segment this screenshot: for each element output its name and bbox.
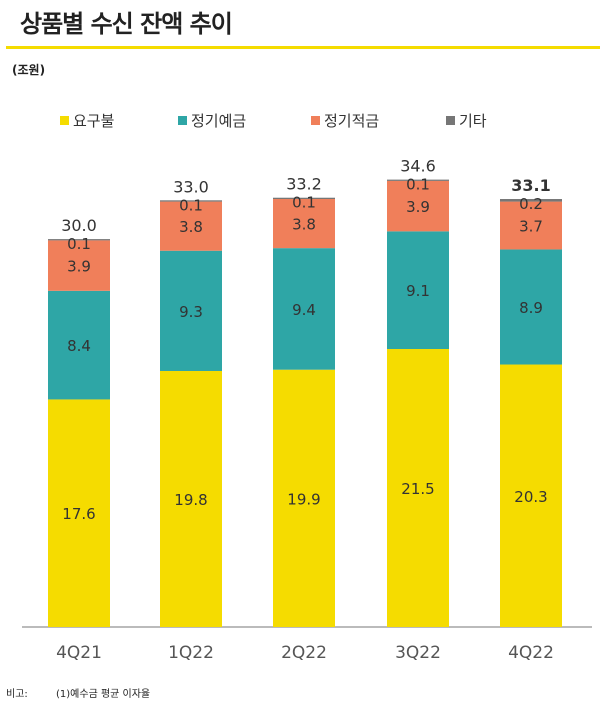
bar-segment (48, 290, 110, 400)
data-label: 17.6 (62, 505, 95, 523)
legend-label: 요구불 (73, 112, 115, 130)
x-tick-label: 2Q22 (281, 643, 327, 663)
legend-label: 정기적금 (324, 112, 380, 130)
bar-segment (160, 370, 222, 627)
data-label: 21.5 (401, 480, 434, 498)
bar-segment (500, 199, 562, 202)
data-label: 3.9 (406, 198, 430, 216)
legend-label: 기타 (459, 112, 487, 130)
data-label: 3.8 (179, 218, 203, 236)
data-label: 3.9 (67, 258, 91, 276)
x-tick-label: 1Q22 (168, 643, 214, 663)
data-label: 0.1 (179, 196, 203, 214)
bar-segment (387, 179, 449, 181)
x-tick-label: 3Q22 (395, 643, 441, 663)
bar-segment (273, 369, 335, 627)
legend-item: 기타 (446, 110, 487, 131)
data-label: 0.1 (292, 194, 316, 212)
bar-segment (273, 248, 335, 370)
bar-segment (387, 349, 449, 627)
data-label: 3.7 (519, 218, 543, 236)
bar-segment (387, 180, 449, 232)
legend-label: 정기예금 (191, 112, 247, 130)
bar-segment (48, 399, 110, 627)
total-label: 33.2 (286, 175, 322, 194)
bar-segment (387, 231, 449, 350)
data-label: 19.8 (174, 491, 207, 509)
data-label: 8.9 (519, 299, 543, 317)
data-label: 0.1 (67, 235, 91, 253)
bar-segment (273, 197, 335, 200)
legend-item: 정기적금 (311, 110, 379, 131)
data-label: 8.4 (67, 337, 91, 355)
bar-segment (500, 364, 562, 627)
legend-swatch (178, 116, 187, 125)
note-label: 비고: (6, 689, 28, 700)
legend: 요구불 정기예금 정기적금 기타 (0, 110, 600, 134)
title-underline (6, 46, 600, 49)
data-label: 19.9 (287, 490, 320, 508)
bar-segment (500, 249, 562, 365)
data-label: 9.1 (406, 282, 430, 300)
data-label: 3.8 (292, 216, 316, 234)
total-label: 30.0 (61, 216, 97, 235)
bar-segment (160, 250, 222, 371)
legend-swatch (60, 116, 69, 125)
legend-swatch (311, 116, 320, 125)
total-label: 34.6 (400, 157, 436, 176)
bar-segment (273, 199, 335, 249)
bar-segment (48, 240, 110, 291)
note-text: (1)예수금 평균 이자율 (56, 689, 151, 700)
data-label: 0.1 (406, 176, 430, 194)
data-label: 0.2 (519, 195, 543, 213)
legend-swatch (446, 116, 455, 125)
chart-title: 상품별 수신 잔액 추이 (20, 10, 233, 38)
x-tick-label: 4Q21 (56, 643, 102, 663)
bar-segment (48, 239, 110, 241)
data-label: 20.3 (514, 488, 547, 506)
data-label: 9.3 (179, 303, 203, 321)
unit-label: (조원) (12, 63, 46, 77)
x-tick-label: 4Q22 (508, 643, 554, 663)
bar-segment (160, 200, 222, 202)
legend-item: 요구불 (60, 110, 114, 131)
total-label: 33.1 (511, 176, 550, 195)
data-label: 9.4 (292, 301, 316, 319)
bar-segment (500, 201, 562, 250)
legend-item: 정기예금 (178, 110, 246, 131)
total-label: 33.0 (173, 177, 209, 196)
bar-segment (160, 201, 222, 251)
